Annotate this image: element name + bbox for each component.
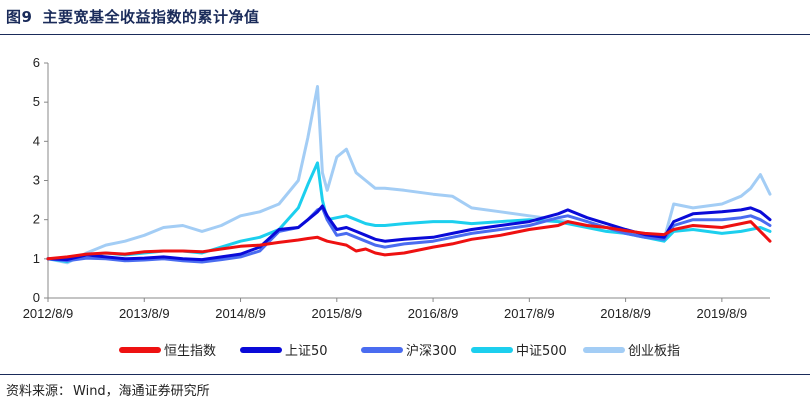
- source-label: 资料来源：: [6, 384, 72, 399]
- legend-label-cyb: 创业板指: [628, 344, 680, 359]
- x-tick-label: 2013/8/9: [119, 306, 170, 321]
- legend-label-sh50: 上证50: [285, 344, 328, 359]
- x-tick-label: 2012/8/9: [23, 306, 74, 321]
- footer-divider: [0, 374, 810, 375]
- series-line-zz500: [46, 161, 772, 264]
- series-line-hsi: [46, 220, 772, 261]
- legend-label-hs300: 沪深300: [406, 343, 457, 359]
- x-tick-label: 2018/8/9: [600, 306, 651, 321]
- source-note: 资料来源： Wind，海通证券研究所: [6, 380, 210, 399]
- y-tick-label: 6: [33, 55, 40, 70]
- x-tick-label: 2017/8/9: [504, 306, 555, 321]
- chart-legend: 恒生指数 上证50 沪深300 中证500 创业板指: [119, 343, 680, 359]
- y-tick-label: 5: [33, 94, 40, 109]
- line-chart: 0 1 2 3 4 5 6 2012/8/9 2013/8/9 2014/8/9 2015/8/9 2…: [23, 55, 772, 359]
- y-tick-label: 1: [33, 251, 40, 266]
- series-line-hs300: [46, 206, 772, 264]
- figure-number: 图9: [6, 8, 33, 26]
- x-tick-label: 2016/8/9: [408, 306, 459, 321]
- y-tick-label: 0: [33, 290, 40, 305]
- y-tick-label: 3: [33, 173, 40, 188]
- source-text: Wind，海通证券研究所: [73, 384, 210, 399]
- y-tick-label: 4: [33, 133, 40, 148]
- figure-title: 图9 主要宽基全收益指数的累计净值: [6, 6, 269, 27]
- x-tick-label: 2014/8/9: [215, 306, 266, 321]
- series-line-sh50: [46, 204, 772, 262]
- title-divider: [0, 34, 810, 35]
- chart-axes: 0 1 2 3 4 5 6 2012/8/9 2013/8/9 2014/8/9 2015/8/9 2…: [23, 55, 770, 321]
- figure-caption: 主要宽基全收益指数的累计净值: [42, 8, 260, 26]
- legend-label-hsi: 恒生指数: [164, 344, 216, 359]
- series-layer: [46, 85, 772, 265]
- legend-label-zz500: 中证500: [516, 344, 567, 359]
- y-tick-label: 2: [33, 212, 40, 227]
- x-tick-label: 2019/8/9: [697, 306, 748, 321]
- x-tick-label: 2015/8/9: [311, 306, 362, 321]
